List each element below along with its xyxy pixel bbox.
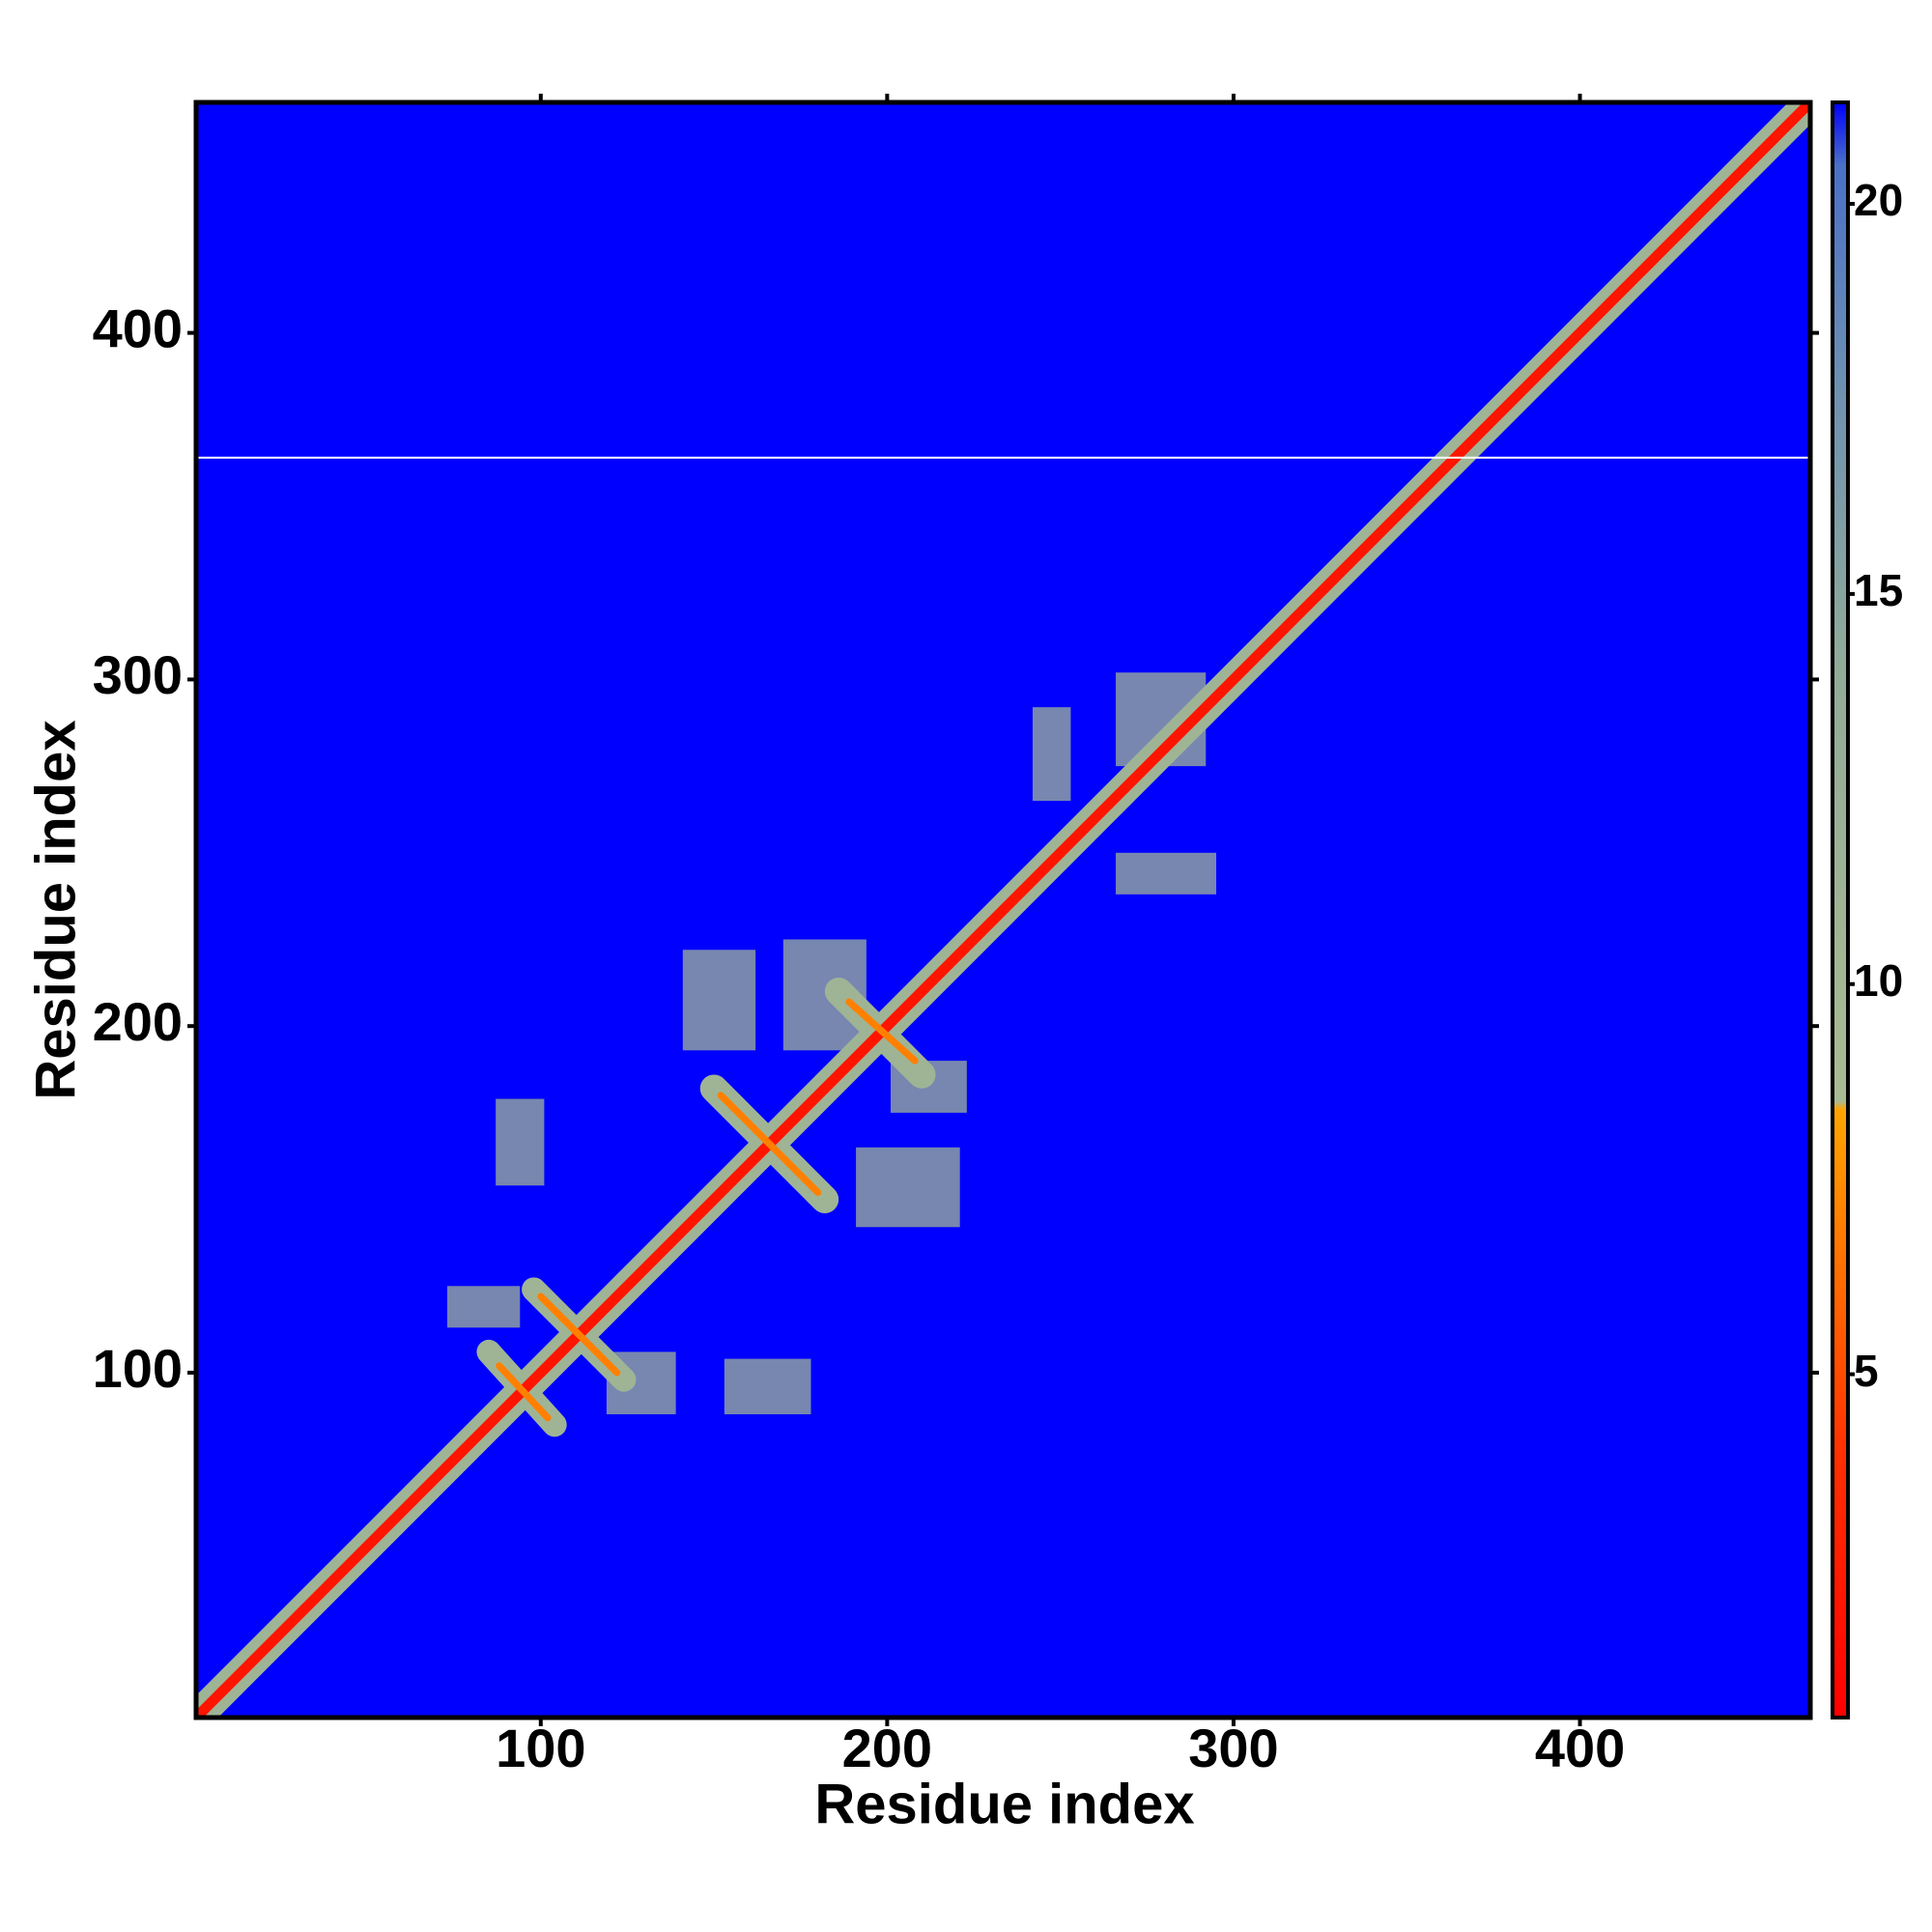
colorbar-segment [1833, 1108, 1848, 1219]
colorbar-tick-label: 10 [1854, 955, 1903, 1006]
colorbar-segment [1833, 1100, 1848, 1110]
y-tick-label: 300 [93, 644, 183, 705]
contact-patch [496, 1098, 545, 1186]
contact-patch [446, 1286, 521, 1328]
x-tick-label: 100 [496, 1718, 585, 1778]
contact-patch [1032, 707, 1071, 801]
plot-frame [193, 99, 1813, 1720]
colorbar-segment [1833, 164, 1848, 400]
colorbar-frame [1831, 100, 1850, 1719]
x-tick-label: 300 [1188, 1718, 1278, 1778]
colorbar-segment [1833, 671, 1848, 1102]
y-tick-label: 200 [93, 991, 183, 1052]
missing-row [196, 456, 1810, 459]
y-tick-label: 100 [93, 1338, 183, 1399]
contact-patch [856, 1147, 960, 1228]
contact-patch [1116, 852, 1217, 895]
contact-band [537, 1293, 621, 1377]
cells [196, 102, 1810, 1718]
colorbar-segment [1833, 398, 1848, 673]
contact-band [496, 1362, 552, 1422]
colorbar-segment [1833, 1452, 1848, 1719]
colorbar-segment [1833, 1218, 1848, 1453]
contact-band [196, 102, 1810, 1718]
x-tick-label: 400 [1535, 1718, 1625, 1778]
y-tick-label: 400 [93, 298, 183, 358]
contact-patch [682, 950, 756, 1051]
contact-patch [724, 1358, 811, 1415]
colorbar-segment [1833, 102, 1848, 166]
y-axis-label: Residue index [24, 720, 87, 1099]
x-tick-label: 200 [842, 1718, 932, 1778]
colorbar-tick-label: 20 [1854, 175, 1903, 225]
contact-band [845, 998, 919, 1065]
colorbar-tick-label: 15 [1854, 565, 1903, 615]
x-axis-label: Residue index [814, 1773, 1194, 1835]
colorbar-tick-label: 5 [1854, 1346, 1879, 1396]
contact-band [717, 1092, 822, 1197]
